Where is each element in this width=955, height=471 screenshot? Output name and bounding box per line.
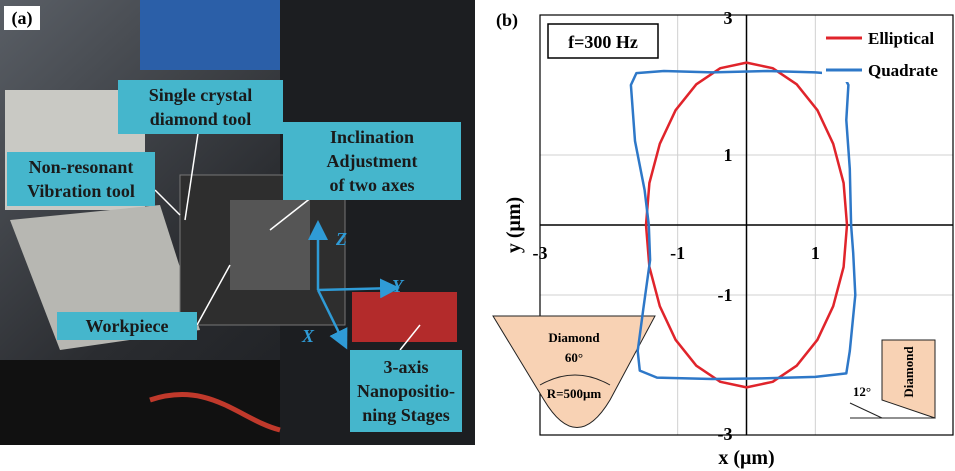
figure: (a) Single crystal diamond tool Inclination… [0,0,955,471]
legend-label: Quadrate [868,61,938,80]
x-tick-label: -1 [670,243,685,263]
callout-text: diamond tool [150,109,252,129]
callout-text: Vibration tool [27,181,135,201]
y-tick-label: -3 [718,424,733,444]
axis-letter: X [301,326,315,346]
callout-text: Non-resonant [29,157,134,177]
callout-text: Nanopositio- [357,381,455,401]
panel-label: (a) [12,8,33,29]
y-tick-label: 3 [724,8,733,28]
x-tick-label: -3 [533,243,548,263]
callout-text: 3-axis [384,357,429,377]
callout-text: of two axes [330,175,415,195]
axis-letter: Z [335,229,347,249]
inset-text: R=500μm [547,386,602,401]
chart: (b) -3 -1 1 -3 -1 1 3 x (μm) y (μm) f=300 Hz Diamon… [493,8,953,469]
inset-line [850,403,882,418]
annotation: f=300 Hz [568,32,638,52]
inset-text: 12° [853,384,871,399]
y-tick-label: -1 [718,285,733,305]
callout-text: ning Stages [362,405,450,425]
inset-text: Diamond [901,346,916,398]
x-axis-label: x (μm) [718,447,774,469]
callout-text: Single crystal [149,85,253,105]
callout-text: Inclination [330,127,414,147]
y-tick-label: 1 [724,145,733,165]
inset-text: Diamond [548,330,600,345]
callout-text: Adjustment [326,151,417,171]
legend-label: Elliptical [868,29,934,48]
inset-text: 60° [565,350,583,365]
figure-svg: (a) Single crystal diamond tool Inclination… [0,0,955,471]
panel-label: (b) [496,10,518,31]
callout-text: Workpiece [86,316,169,336]
x-tick-label: 1 [811,243,820,263]
y-axis-label: y (μm) [503,197,525,253]
